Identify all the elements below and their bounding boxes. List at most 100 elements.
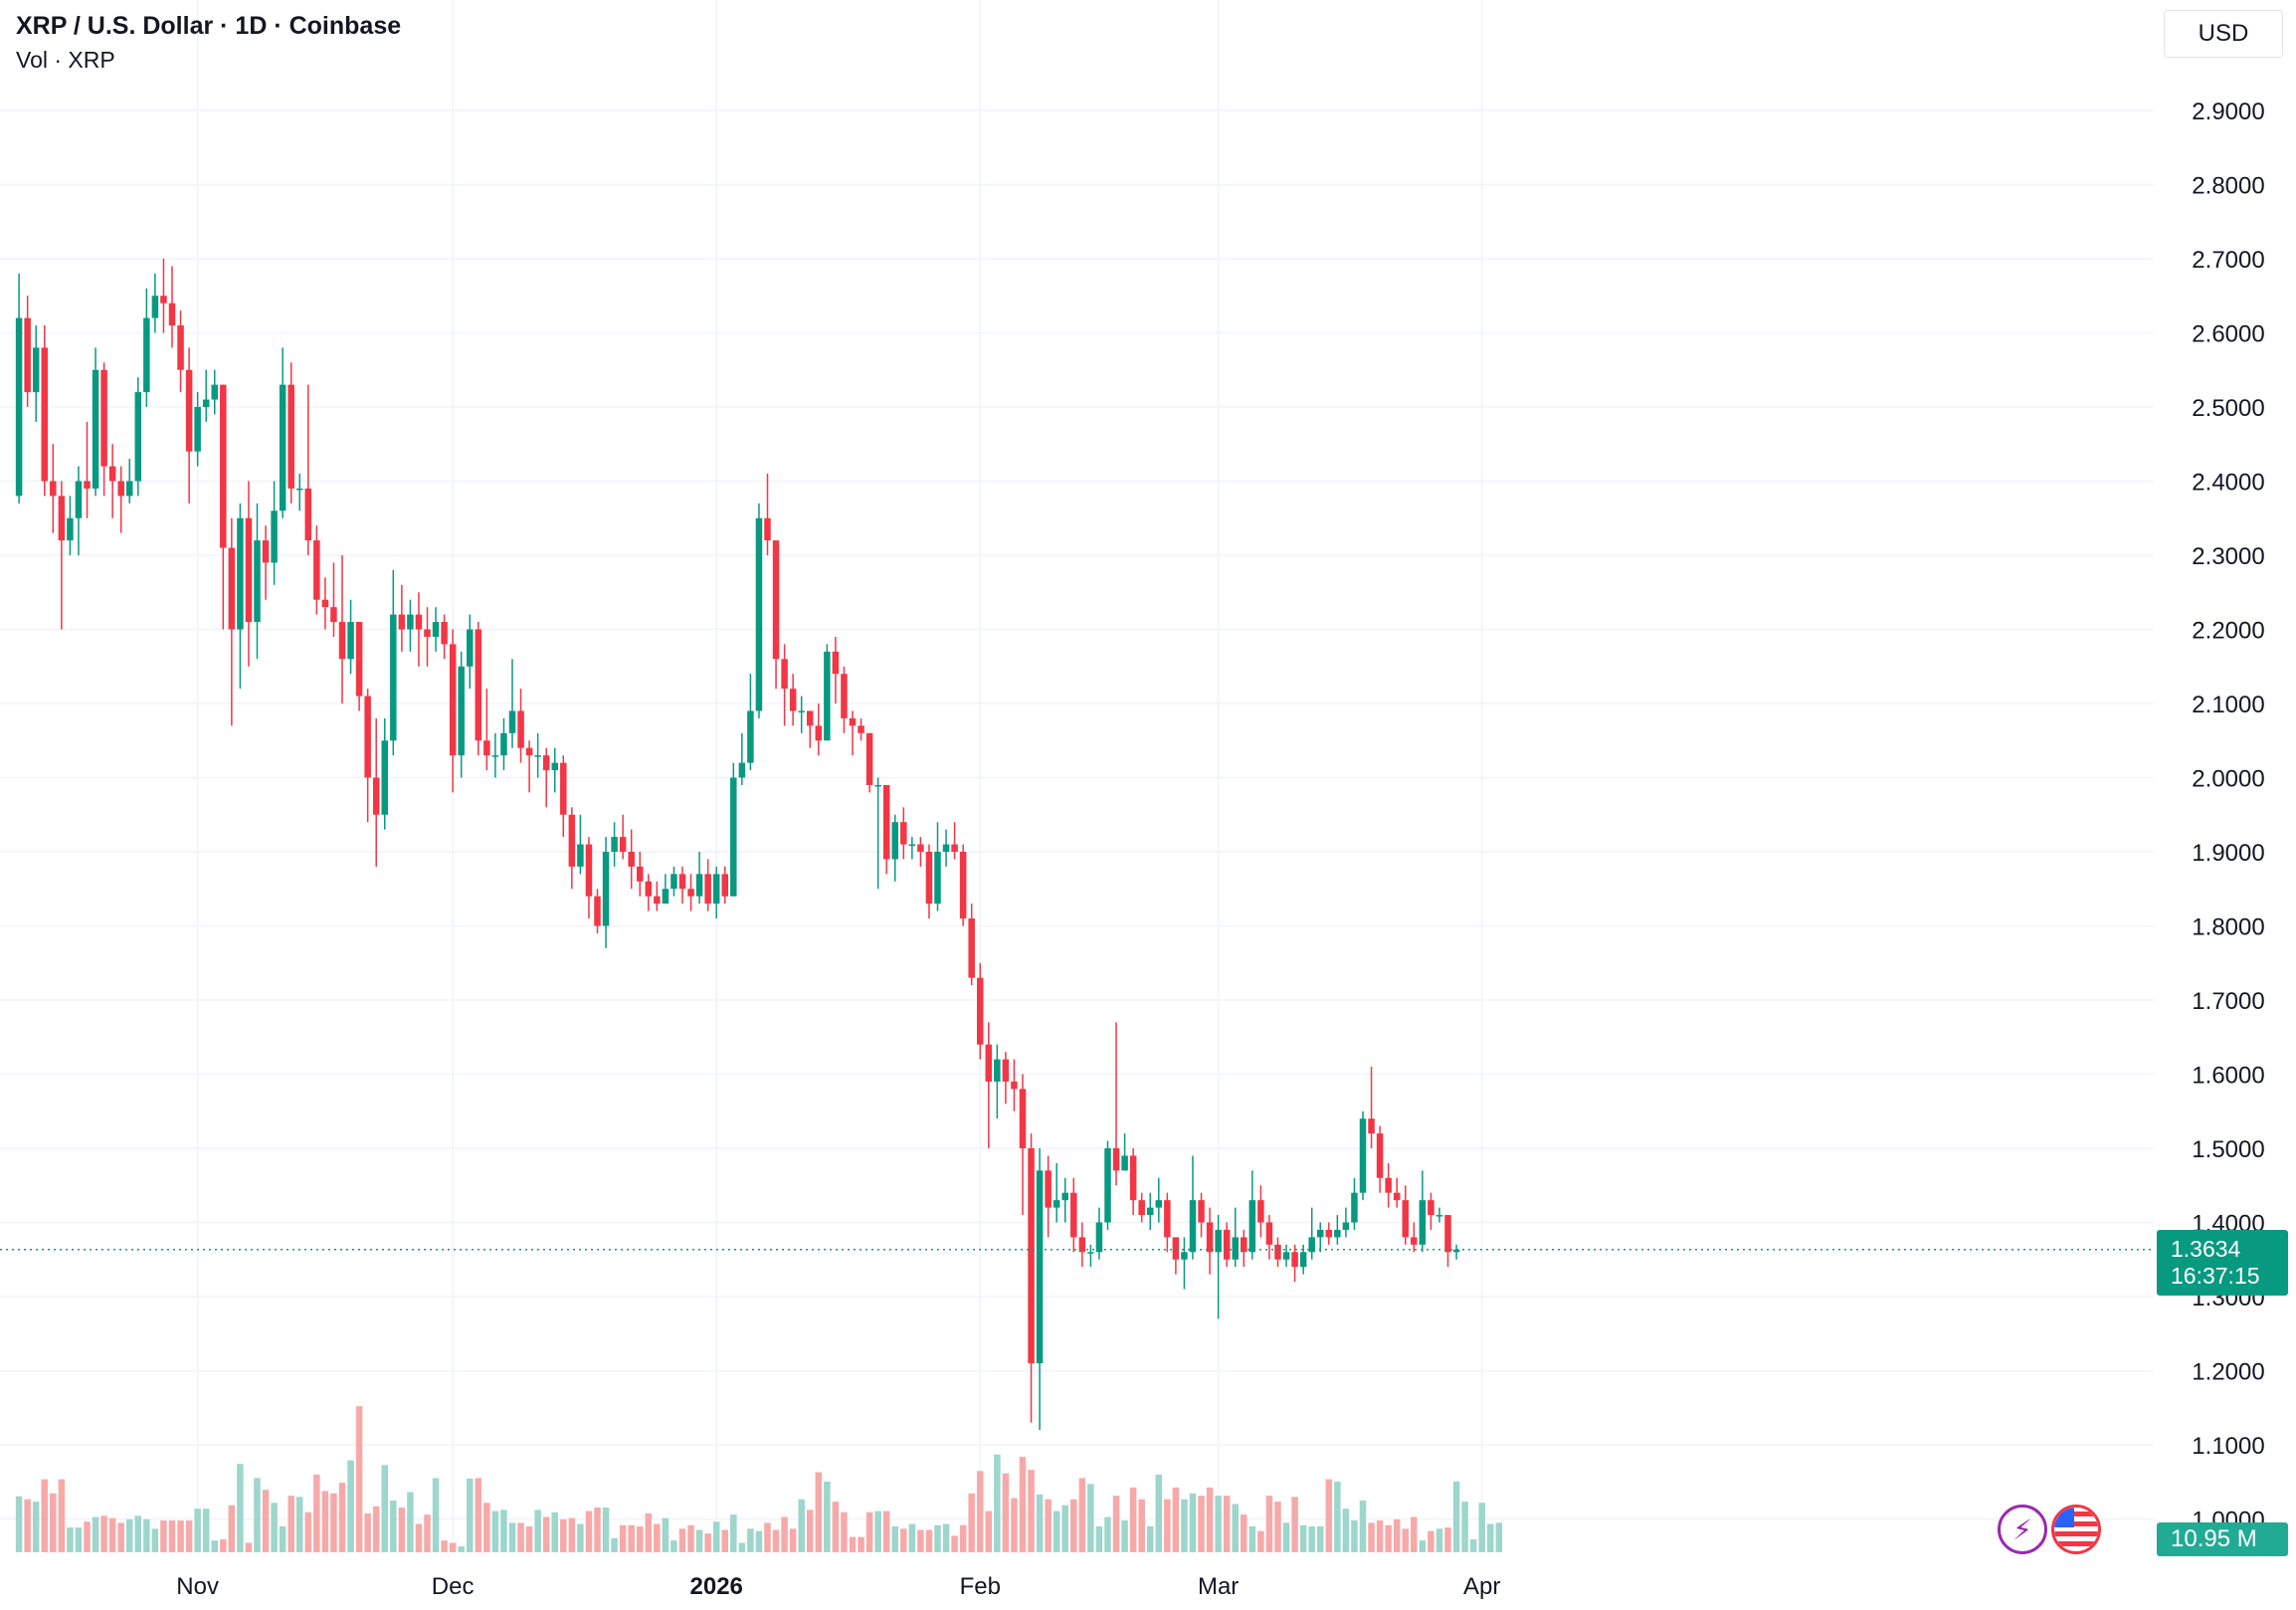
candle-body xyxy=(874,784,881,787)
volume-bar xyxy=(1444,1527,1451,1552)
volume-bar xyxy=(194,1509,201,1552)
volume-bar xyxy=(1291,1497,1298,1552)
volume-bar xyxy=(491,1510,499,1552)
candle xyxy=(1376,1125,1384,1193)
candle-body xyxy=(1011,1081,1018,1090)
candle xyxy=(1104,1140,1111,1230)
volume-bar xyxy=(1147,1525,1154,1552)
volume-bar xyxy=(900,1528,907,1552)
candle-body xyxy=(50,481,57,497)
candle xyxy=(1308,1207,1315,1260)
candle xyxy=(789,674,797,726)
candle-body xyxy=(882,784,890,860)
candle-body xyxy=(15,317,23,497)
volume-bar xyxy=(1232,1504,1239,1552)
time-tick-label: 2026 xyxy=(690,1573,743,1600)
price-axis[interactable]: 2.9000 2.8000 2.7000 2.6000 2.5000 2.4000 2.30… xyxy=(2192,99,2264,1534)
volume-bar xyxy=(1487,1523,1494,1552)
time-axis[interactable]: Nov Dec 2026 Feb Mar Apr xyxy=(176,1573,1500,1600)
volume-bar xyxy=(772,1529,780,1552)
candle xyxy=(15,273,23,503)
volume-bar xyxy=(908,1523,916,1552)
candle xyxy=(619,814,627,860)
volume-legend[interactable]: Vol · XRP xyxy=(16,47,115,73)
candle xyxy=(491,732,499,778)
candle xyxy=(551,747,558,793)
volume-bar xyxy=(942,1523,950,1552)
volume-bar xyxy=(1198,1496,1205,1552)
volume-bar xyxy=(15,1496,23,1552)
candle-body xyxy=(654,896,661,905)
candle xyxy=(1206,1207,1214,1275)
candle-body xyxy=(338,622,346,660)
candle xyxy=(330,562,337,637)
candle-body xyxy=(1036,1170,1044,1364)
volume-bar xyxy=(841,1511,848,1552)
volume-bar xyxy=(1181,1499,1188,1552)
candle xyxy=(951,822,958,860)
price-tick-label: 2.8000 xyxy=(2192,173,2264,200)
candle-body xyxy=(296,488,303,491)
volume-bar xyxy=(1206,1487,1214,1552)
candle-body xyxy=(1419,1200,1427,1245)
volume-bar xyxy=(1461,1502,1468,1552)
candle-body xyxy=(542,755,550,771)
volume-bar xyxy=(67,1527,74,1552)
candle-body xyxy=(1393,1192,1401,1201)
us-flag-icon[interactable] xyxy=(2051,1505,2101,1554)
volume-bar xyxy=(287,1496,294,1552)
candle-body xyxy=(908,844,916,847)
candle-body xyxy=(858,725,864,733)
candle-body xyxy=(1308,1237,1315,1253)
candle-body xyxy=(619,837,627,852)
candle xyxy=(917,837,924,867)
candle xyxy=(1351,1177,1358,1230)
candle-body xyxy=(483,740,490,756)
candle-body xyxy=(670,874,677,890)
candle-body xyxy=(1351,1192,1358,1223)
candle xyxy=(908,837,916,860)
candle xyxy=(670,866,677,897)
candle xyxy=(985,1022,993,1148)
candle-body xyxy=(764,517,771,541)
candle-body xyxy=(959,852,967,919)
candle-body xyxy=(271,510,278,563)
candle xyxy=(1061,1177,1068,1223)
symbol-title[interactable]: XRP / U.S. Dollar · 1D · Coinbase xyxy=(16,12,402,40)
candle-body xyxy=(134,392,142,482)
candle xyxy=(900,807,907,860)
volume-bar xyxy=(1452,1481,1460,1552)
time-tick-label: Dec xyxy=(432,1573,475,1600)
candle-body xyxy=(585,844,593,897)
candle xyxy=(841,666,848,733)
candle-body xyxy=(381,740,388,815)
candle xyxy=(678,866,686,905)
bar-countdown: 16:37:15 xyxy=(2171,1263,2260,1289)
volume-bar xyxy=(398,1508,406,1552)
volume-bar xyxy=(551,1511,558,1552)
candle-body xyxy=(1317,1229,1324,1238)
candle xyxy=(432,607,440,652)
volume-bar xyxy=(1428,1530,1435,1552)
candle-body xyxy=(398,614,406,630)
candle-body xyxy=(304,488,312,541)
candle-body xyxy=(177,325,184,370)
candle xyxy=(1028,1133,1035,1423)
candle xyxy=(1223,1222,1231,1268)
time-tick-label: Mar xyxy=(1198,1573,1239,1600)
volume-bar xyxy=(1376,1520,1384,1552)
candle-body xyxy=(637,866,644,882)
candle xyxy=(262,525,270,600)
candle-body xyxy=(24,317,31,393)
candle xyxy=(628,829,635,890)
candle-body xyxy=(1070,1192,1077,1238)
candle-body xyxy=(1164,1200,1171,1238)
lightning-icon[interactable]: ⚡ xyxy=(1998,1505,2047,1554)
volume-bar xyxy=(1393,1518,1401,1552)
currency-button[interactable]: USD xyxy=(2164,10,2283,58)
candle-body xyxy=(1435,1215,1443,1217)
candle-body xyxy=(747,710,754,763)
candle xyxy=(1411,1222,1418,1253)
